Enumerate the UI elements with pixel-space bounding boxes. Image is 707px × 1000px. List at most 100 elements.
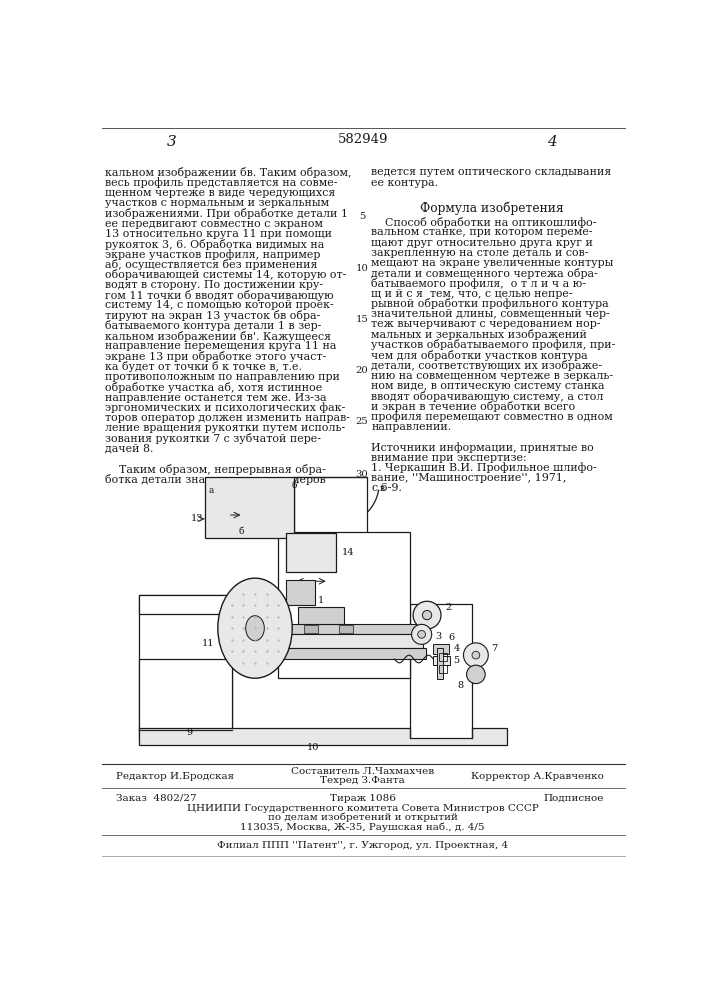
Text: 113035, Москва, Ж-35, Раушская наб., д. 4/5: 113035, Москва, Ж-35, Раушская наб., д. …: [240, 822, 485, 832]
Text: Способ обработки на оптикошлифо-: Способ обработки на оптикошлифо-: [371, 217, 597, 228]
Text: ЦНИИПИ Государственного комитета Совета Министров СССР: ЦНИИПИ Государственного комитета Совета …: [187, 804, 539, 813]
Text: 4: 4: [547, 135, 556, 149]
Bar: [139, 595, 232, 730]
Text: Формула изобретения: Формула изобретения: [419, 201, 563, 215]
Text: изображениями. При обработке детали 1: изображениями. При обработке детали 1: [105, 208, 349, 219]
Bar: [281, 624, 416, 634]
Text: аб, осуществляется без применения: аб, осуществляется без применения: [105, 259, 318, 270]
Text: 3: 3: [167, 135, 177, 149]
Text: Заказ  4802/27: Заказ 4802/27: [115, 794, 196, 803]
Text: зования рукоятки 7 с зубчатой пере-: зования рукоятки 7 с зубчатой пере-: [105, 433, 322, 444]
Text: 1. Черкашин В.И. Профильное шлифо-: 1. Черкашин В.И. Профильное шлифо-: [371, 462, 597, 473]
Text: 582949: 582949: [338, 133, 389, 146]
Text: по делам изобретений и открытий: по делам изобретений и открытий: [268, 813, 457, 822]
Text: б': б': [291, 481, 299, 490]
Bar: [274, 634, 423, 648]
Text: с.6-9.: с.6-9.: [371, 483, 402, 493]
Circle shape: [413, 601, 441, 629]
Text: батываемого контура детали 1 в зер-: батываемого контура детали 1 в зер-: [105, 320, 322, 331]
Text: Тираж 1086: Тираж 1086: [329, 794, 396, 803]
Text: противоположным по направлению при: противоположным по направлению при: [105, 372, 340, 382]
Text: 14: 14: [341, 548, 354, 557]
Text: значительной длины, совмещенный чер-: значительной длины, совмещенный чер-: [371, 309, 610, 319]
Text: a: a: [208, 486, 214, 495]
Text: Подписное: Подписное: [544, 794, 604, 803]
Text: вальном станке, при котором переме-: вальном станке, при котором переме-: [371, 227, 593, 237]
Ellipse shape: [246, 616, 264, 641]
Text: теж вычерчивают с чередованием нор-: теж вычерчивают с чередованием нор-: [371, 319, 601, 329]
Text: щают друг относительно друга круг и: щают друг относительно друга круг и: [371, 238, 593, 248]
Text: дачей 8.: дачей 8.: [105, 444, 154, 454]
Text: экране 13 при обработке этого участ-: экране 13 при обработке этого участ-: [105, 351, 327, 362]
Text: 13 относительно круга 11 при помощи: 13 относительно круга 11 при помощи: [105, 229, 332, 239]
Text: 2: 2: [445, 603, 452, 612]
Text: Редактор И.Бродская: Редактор И.Бродская: [115, 772, 233, 781]
Circle shape: [464, 643, 489, 667]
Circle shape: [418, 631, 426, 638]
Text: щенном чертеже в виде чередующихся: щенном чертеже в виде чередующихся: [105, 188, 336, 198]
Text: экране участков профиля, например: экране участков профиля, например: [105, 249, 321, 260]
Text: 3: 3: [436, 632, 442, 641]
Text: и экран в течение обработки всего: и экран в течение обработки всего: [371, 401, 575, 412]
Text: 1: 1: [317, 596, 324, 605]
Text: 9: 9: [186, 728, 192, 737]
Text: вводят оборачивающую систему, а стол: вводят оборачивающую систему, а стол: [371, 391, 604, 402]
Bar: [271, 648, 426, 659]
Bar: [440, 653, 448, 661]
Circle shape: [411, 624, 432, 644]
Text: рывной обработки профильного контура: рывной обработки профильного контура: [371, 298, 609, 309]
Text: чем для обработки участков контура: чем для обработки участков контура: [371, 350, 588, 361]
Text: 10: 10: [307, 743, 320, 752]
Text: участков обрабатываемого профиля, при-: участков обрабатываемого профиля, при-: [371, 339, 616, 350]
Text: ведется путем оптического складывания: ведется путем оптического складывания: [371, 167, 612, 177]
Text: ка будет от точки б к точке в, т.е.: ка будет от точки б к точке в, т.е.: [105, 361, 303, 372]
Text: Таким образом, непрерывная обра-: Таким образом, непрерывная обра-: [105, 464, 327, 475]
Text: ном виде, в оптическую систему станка: ном виде, в оптическую систему станка: [371, 381, 605, 391]
Text: 25: 25: [356, 417, 368, 426]
Text: направление останется тем же. Из-за: направление останется тем же. Из-за: [105, 393, 327, 403]
Text: водят в сторону. По достижении кру-: водят в сторону. По достижении кру-: [105, 280, 324, 290]
Text: Источники информации, принятые во: Источники информации, принятые во: [371, 442, 594, 453]
Text: кальном изображении бв. Таким образом,: кальном изображении бв. Таким образом,: [105, 167, 352, 178]
Text: Филиал ППП ''Патент'', г. Ужгород, ул. Проектная, 4: Филиал ППП ''Патент'', г. Ужгород, ул. П…: [217, 841, 508, 850]
Circle shape: [472, 651, 480, 659]
Text: 11: 11: [202, 639, 215, 648]
Text: мальных и зеркальных изображений: мальных и зеркальных изображений: [371, 329, 587, 340]
Circle shape: [422, 610, 432, 620]
Text: Техред З.Фанта: Техред З.Фанта: [320, 776, 405, 785]
Bar: [139, 595, 251, 614]
Circle shape: [467, 665, 485, 684]
Text: 10: 10: [356, 264, 368, 273]
Text: батываемого профиля,  о т л и ч а ю-: батываемого профиля, о т л и ч а ю-: [371, 278, 586, 289]
Text: мещают на экране увеличенные контуры: мещают на экране увеличенные контуры: [371, 258, 614, 268]
Text: щ и й с я  тем, что, с целью непре-: щ и й с я тем, что, с целью непре-: [371, 289, 573, 299]
Text: торов оператор должен изменить направ-: торов оператор должен изменить направ-: [105, 413, 351, 423]
Bar: [298, 607, 344, 624]
Text: в: в: [380, 484, 385, 493]
Text: 13: 13: [191, 514, 203, 523]
Text: б: б: [238, 527, 244, 536]
Text: ее передвигают совместно с экраном: ее передвигают совместно с экраном: [105, 219, 323, 229]
Bar: [279, 532, 410, 678]
Text: направлении.: направлении.: [371, 422, 451, 432]
Text: весь профиль представляется на совме-: весь профиль представляется на совме-: [105, 177, 338, 188]
Text: 5: 5: [453, 656, 460, 665]
Text: детали и совмещенного чертежа обра-: детали и совмещенного чертежа обра-: [371, 268, 598, 279]
Text: ботка детали значительных размеров: ботка детали значительных размеров: [105, 474, 326, 485]
Bar: [139, 659, 232, 740]
Text: 7: 7: [491, 644, 498, 653]
Bar: [286, 533, 337, 572]
Bar: [286, 580, 315, 605]
Bar: [410, 604, 472, 738]
Text: ее контура.: ее контура.: [371, 178, 438, 188]
Ellipse shape: [218, 578, 292, 678]
Text: участков с нормальным и зеркальным: участков с нормальным и зеркальным: [105, 198, 329, 208]
Text: систему 14, с помощью которой проек-: систему 14, с помощью которой проек-: [105, 300, 334, 310]
Text: 15: 15: [356, 315, 368, 324]
Text: 20: 20: [356, 366, 368, 375]
Text: Корректор А.Кравченко: Корректор А.Кравченко: [471, 772, 604, 781]
Bar: [433, 656, 450, 665]
Text: направление перемещения круга 11 на: направление перемещения круга 11 на: [105, 341, 337, 351]
Text: 5: 5: [358, 212, 365, 221]
Bar: [304, 625, 317, 633]
